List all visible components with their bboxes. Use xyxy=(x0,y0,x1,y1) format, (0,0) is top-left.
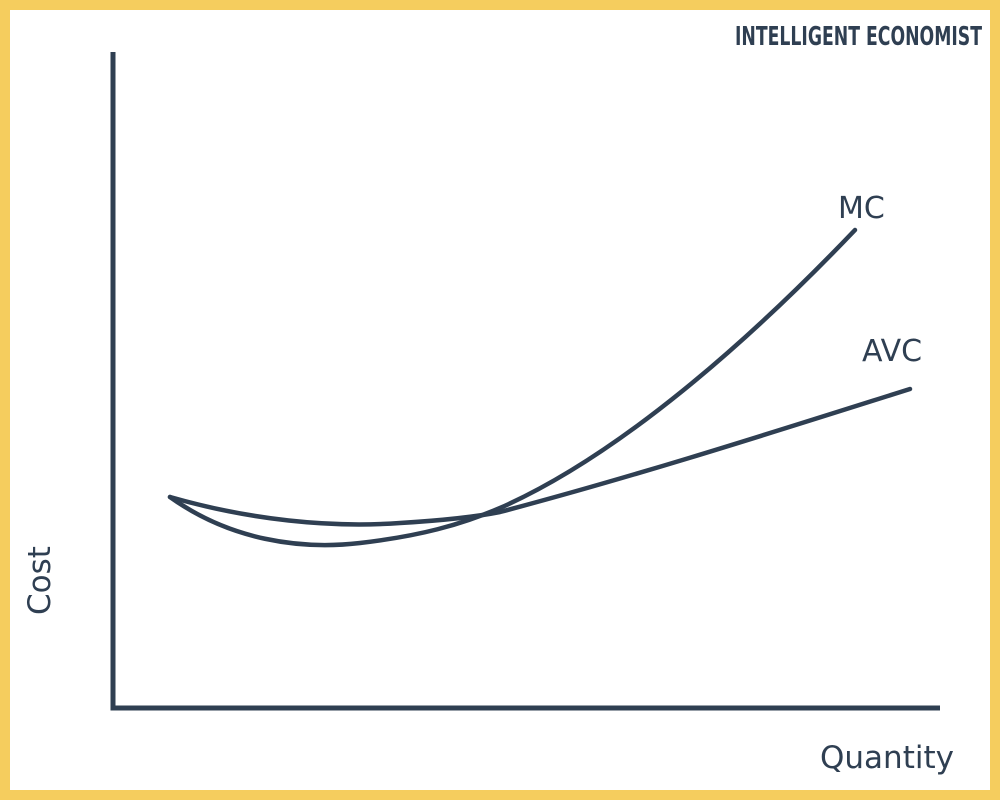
axes xyxy=(110,52,940,711)
curve-label: AVC xyxy=(862,334,922,369)
canvas xyxy=(10,10,990,790)
avc-curve xyxy=(167,386,913,527)
brand: INTELLIGENT ECONOMIST xyxy=(735,22,982,52)
curve-label: MC xyxy=(838,191,885,226)
curves xyxy=(167,227,913,548)
axis-lines xyxy=(110,52,940,711)
y-axis-label: Cost xyxy=(22,546,58,615)
x-axis-label: Quantity xyxy=(820,740,954,776)
mc-curve xyxy=(167,227,858,548)
